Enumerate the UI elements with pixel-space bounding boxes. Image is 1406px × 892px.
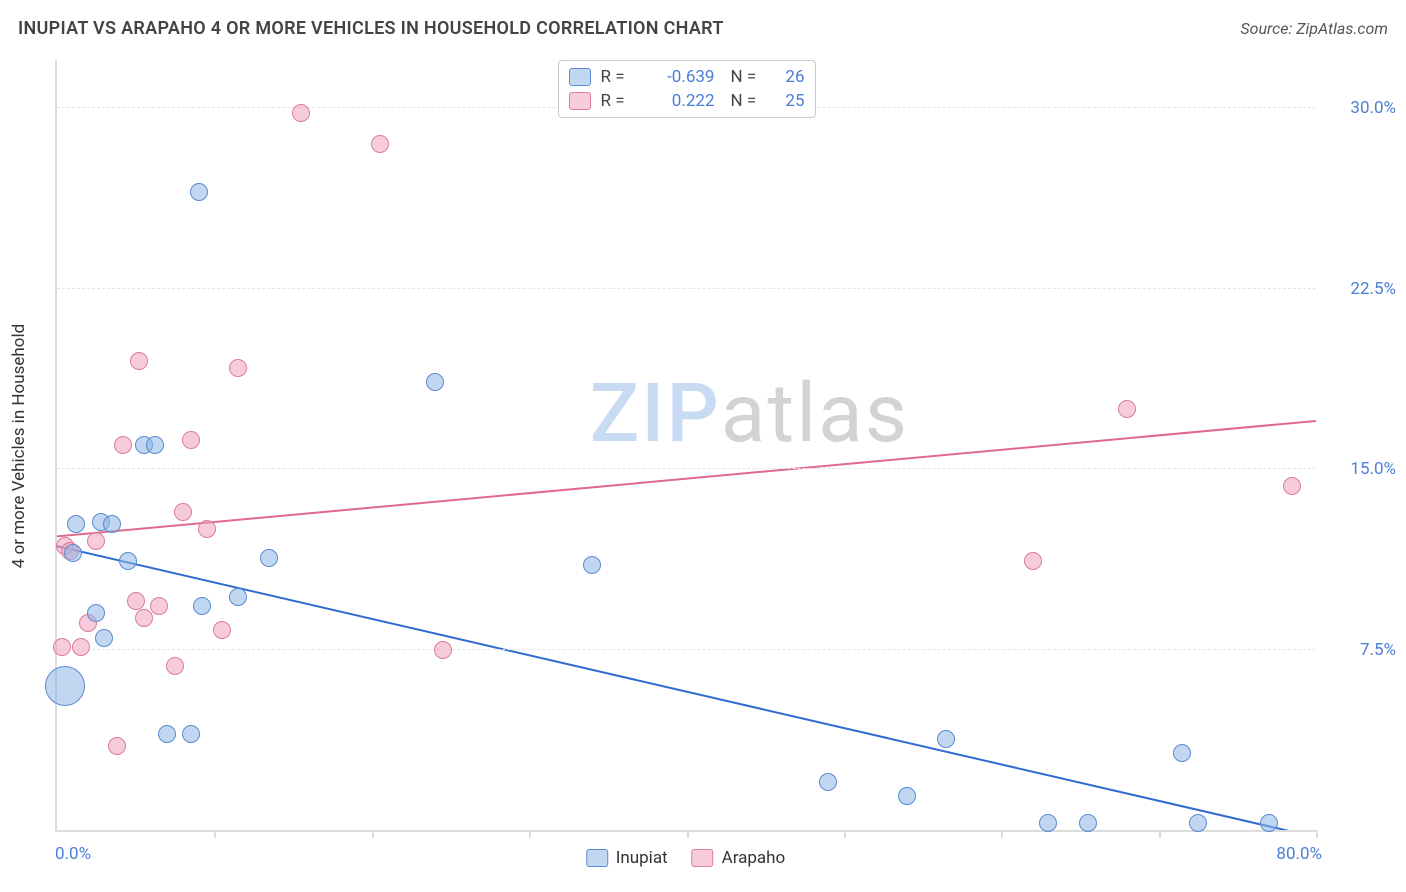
x-axis-max-label: 80.0% [1276,844,1322,864]
correlation-legend-row-arapaho: R = 0.222 N = 25 [569,89,805,113]
data-point-arapaho [127,592,145,610]
swatch-arapaho [692,849,714,867]
data-point-arapaho [174,503,192,521]
trend-line-arapaho [57,421,1316,537]
data-point-arapaho [1024,552,1042,570]
chart-header: INUPIAT VS ARAPAHO 4 OR MORE VEHICLES IN… [18,18,1388,39]
y-tick-label: 7.5% [1326,640,1396,660]
data-point-arapaho [53,638,71,656]
x-tick [844,830,846,838]
watermark-zip: ZIP [590,366,721,462]
r-value-inupiat: -0.639 [645,67,715,87]
x-tick [529,830,531,838]
y-tick-label: 30.0% [1326,98,1396,118]
source-name: ZipAtlas.com [1296,19,1388,38]
data-point-arapaho [434,641,452,659]
r-label: R = [601,67,635,87]
data-point-inupiat [229,588,247,606]
data-point-inupiat [1189,814,1207,832]
data-point-arapaho [198,520,216,538]
x-tick [1159,830,1161,838]
x-tick [1316,830,1318,838]
n-label: N = [731,91,765,111]
swatch-inupiat [569,68,591,86]
data-point-inupiat [103,515,121,533]
correlation-legend: R = -0.639 N = 26 R = 0.222 N = 25 [558,60,816,118]
x-axis-min-label: 0.0% [55,844,91,864]
n-value-inupiat: 26 [775,67,805,87]
chart-title: INUPIAT VS ARAPAHO 4 OR MORE VEHICLES IN… [18,18,724,39]
swatch-inupiat [586,849,608,867]
data-point-inupiat [898,787,916,805]
plot-region: ZIPatlas R = -0.639 N = 26 R = 0.222 N =… [55,60,1316,832]
series-legend-inupiat: Inupiat [586,848,668,868]
series-legend: Inupiat Arapaho [586,848,786,868]
n-value-arapaho: 25 [775,91,805,111]
data-point-inupiat [146,436,164,454]
series-legend-arapaho: Arapaho [692,848,786,868]
data-point-inupiat [64,544,82,562]
data-point-arapaho [229,359,247,377]
data-point-inupiat [193,597,211,615]
data-point-inupiat [87,604,105,622]
data-point-arapaho [292,104,310,122]
source-prefix: Source: [1240,19,1296,38]
x-tick [214,830,216,838]
x-tick [687,830,689,838]
trend-lines [57,60,1316,830]
watermark-atlas: atlas [721,366,909,462]
data-point-arapaho [213,621,231,639]
data-point-inupiat [182,725,200,743]
data-point-inupiat [1079,814,1097,832]
data-point-inupiat [45,666,85,706]
data-point-inupiat [95,629,113,647]
x-tick [372,830,374,838]
data-point-inupiat [1039,814,1057,832]
data-point-inupiat [1173,744,1191,762]
data-point-inupiat [819,773,837,791]
correlation-legend-row-inupiat: R = -0.639 N = 26 [569,65,805,89]
data-point-inupiat [1260,814,1278,832]
data-point-inupiat [190,183,208,201]
data-point-inupiat [937,730,955,748]
data-point-inupiat [67,515,85,533]
watermark: ZIPatlas [590,366,909,462]
gridline-h [57,468,1316,469]
gridline-h [57,649,1316,650]
series-label-inupiat: Inupiat [616,848,668,868]
data-point-arapaho [166,657,184,675]
swatch-arapaho [569,92,591,110]
r-label: R = [601,91,635,111]
data-point-arapaho [371,135,389,153]
data-point-inupiat [158,725,176,743]
data-point-inupiat [426,373,444,391]
data-point-arapaho [1283,477,1301,495]
chart-area: 4 or more Vehicles in Household ZIPatlas… [55,60,1316,832]
y-axis-title: 4 or more Vehicles in Household [9,324,29,568]
data-point-inupiat [260,549,278,567]
source-attribution: Source: ZipAtlas.com [1240,19,1388,38]
series-label-arapaho: Arapaho [722,848,786,868]
data-point-arapaho [114,436,132,454]
gridline-h [57,288,1316,289]
data-point-arapaho [150,597,168,615]
data-point-arapaho [130,352,148,370]
y-tick-label: 15.0% [1326,459,1396,479]
trend-line-inupiat [57,546,1316,830]
data-point-arapaho [135,609,153,627]
data-point-inupiat [583,556,601,574]
r-value-arapaho: 0.222 [645,91,715,111]
n-label: N = [731,67,765,87]
data-point-inupiat [119,552,137,570]
data-point-arapaho [182,431,200,449]
data-point-arapaho [72,638,90,656]
x-tick [1001,830,1003,838]
data-point-arapaho [108,737,126,755]
data-point-arapaho [87,532,105,550]
y-tick-label: 22.5% [1326,279,1396,299]
data-point-arapaho [1118,400,1136,418]
